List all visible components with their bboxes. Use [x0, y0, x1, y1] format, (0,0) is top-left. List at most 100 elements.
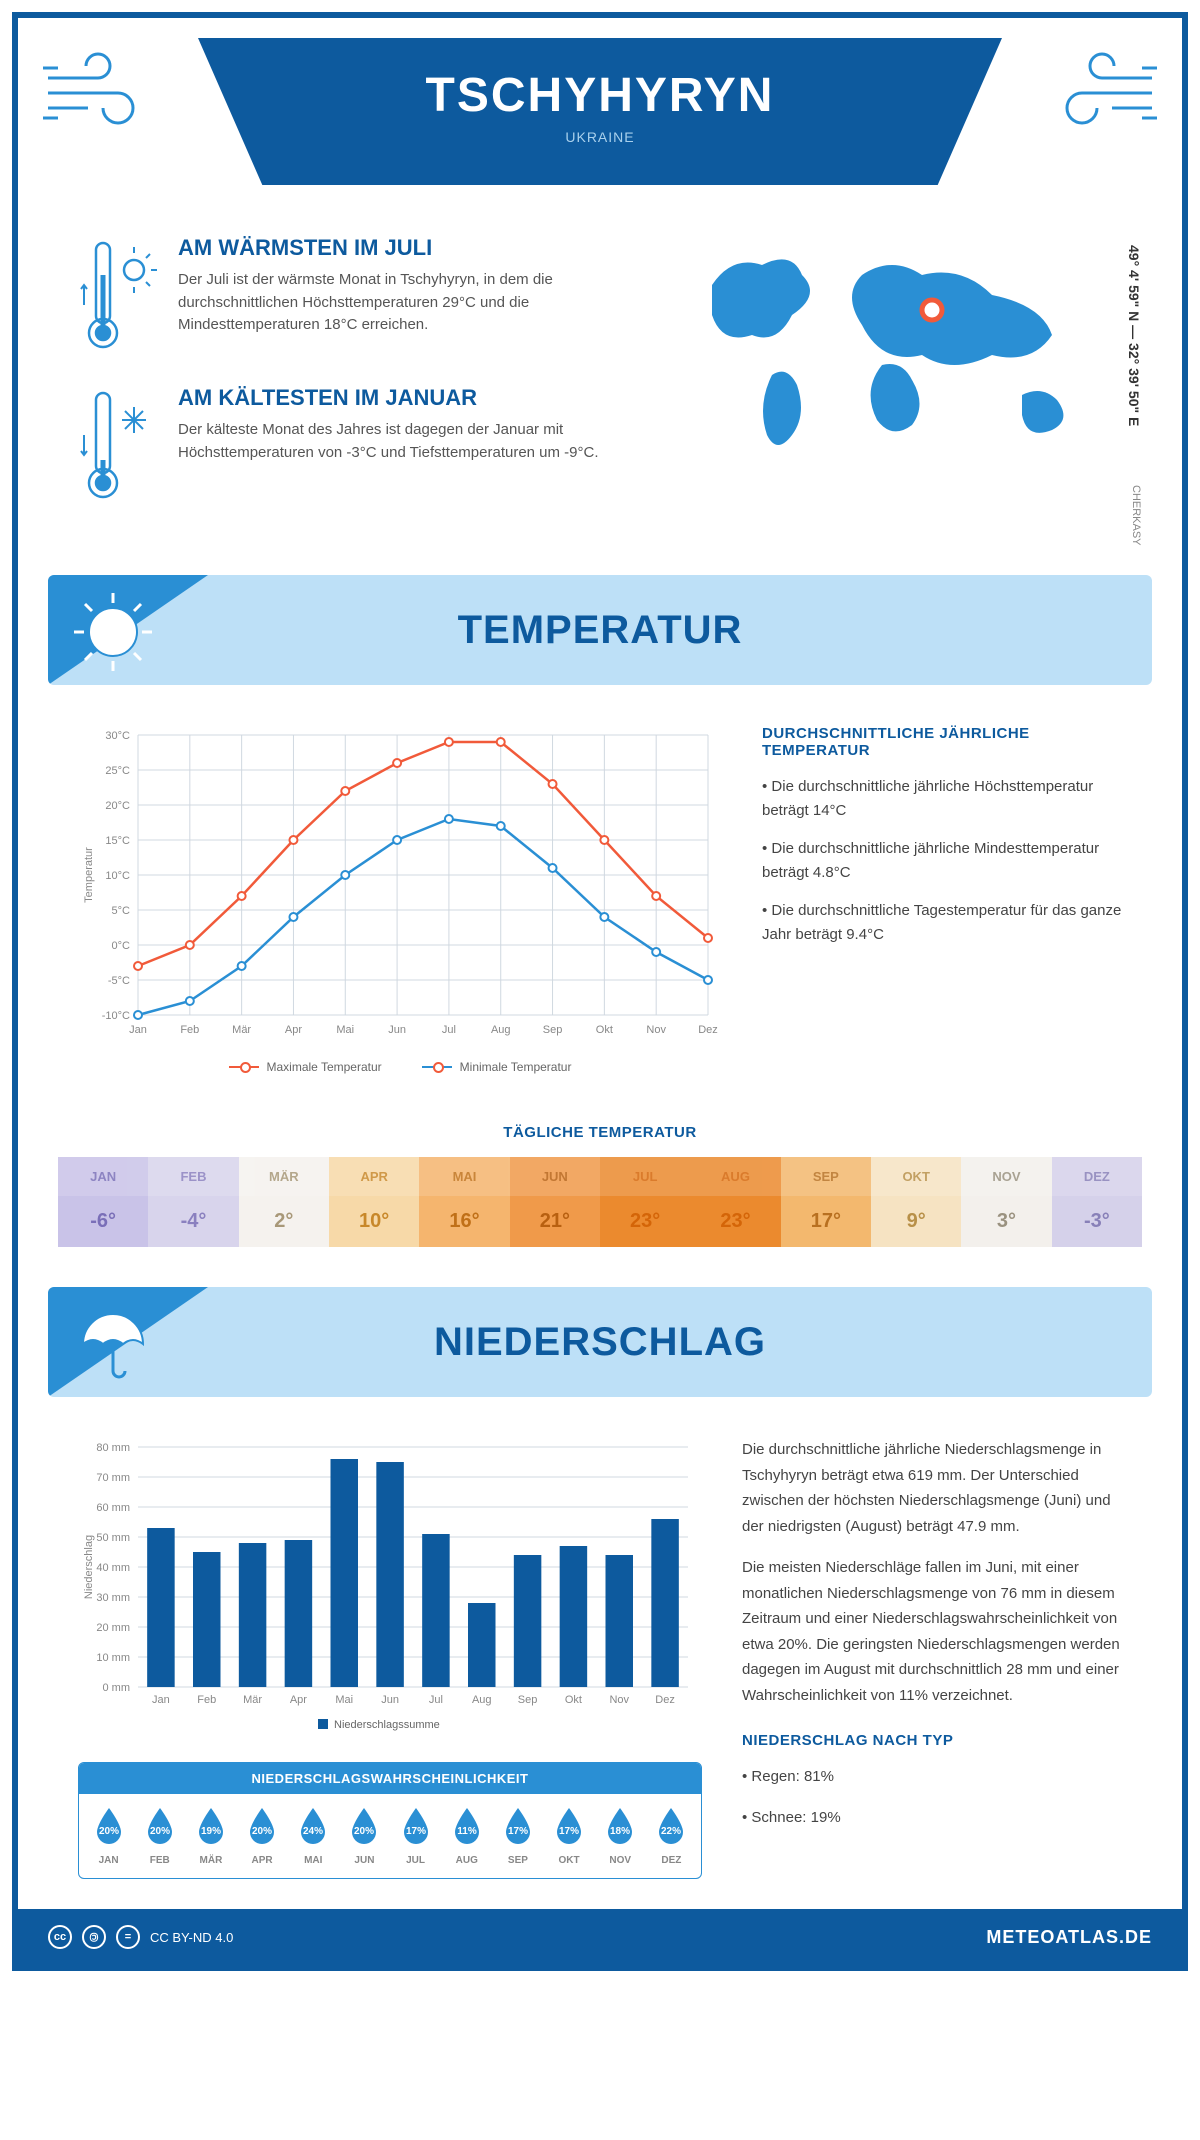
avg-temp-bullet3: • Die durchschnittliche Tagestemperatur …: [762, 899, 1122, 947]
svg-text:-10°C: -10°C: [102, 1010, 130, 1022]
svg-text:70 mm: 70 mm: [96, 1472, 130, 1484]
svg-text:Mai: Mai: [336, 1024, 354, 1036]
avg-temp-bullet1: • Die durchschnittliche jährliche Höchst…: [762, 775, 1122, 823]
avg-temp-bullet2: • Die durchschnittliche jährliche Mindes…: [762, 837, 1122, 885]
subtitle: UKRAINE: [238, 129, 962, 145]
svg-text:Okt: Okt: [565, 1694, 582, 1706]
svg-text:10 mm: 10 mm: [96, 1652, 130, 1664]
daily-value: 2°: [239, 1196, 329, 1247]
precip-rain: • Regen: 81%: [742, 1764, 1122, 1790]
precip-chart: 0 mm10 mm20 mm30 mm40 mm50 mm60 mm70 mm8…: [78, 1437, 698, 1737]
svg-text:15°C: 15°C: [105, 835, 130, 847]
svg-text:Jul: Jul: [429, 1694, 443, 1706]
precip-section-header: NIEDERSCHLAG: [48, 1287, 1152, 1397]
legend-min-label: Minimale Temperatur: [460, 1060, 572, 1074]
coldest-text: Der kälteste Monat des Jahres ist dagege…: [178, 419, 642, 464]
daily-value: -6°: [58, 1196, 148, 1247]
svg-text:Nov: Nov: [609, 1694, 629, 1706]
daily-month: AUG: [690, 1157, 780, 1196]
svg-text:Mai: Mai: [335, 1694, 353, 1706]
daily-value: 3°: [961, 1196, 1051, 1247]
svg-text:24%: 24%: [303, 1826, 323, 1837]
svg-text:Dez: Dez: [655, 1694, 675, 1706]
svg-text:-5°C: -5°C: [108, 975, 130, 987]
daily-month: OKT: [871, 1157, 961, 1196]
intro-section: AM WÄRMSTEN IM JULI Der Juli ist der wär…: [18, 205, 1182, 575]
svg-text:20%: 20%: [150, 1826, 170, 1837]
svg-text:Dez: Dez: [698, 1024, 718, 1036]
avg-temp-title: DURCHSCHNITTLICHE JÄHRLICHE TEMPERATUR: [762, 725, 1122, 759]
daily-month: MAI: [419, 1157, 509, 1196]
svg-text:Okt: Okt: [596, 1024, 613, 1036]
precip-bytype-title: NIEDERSCHLAG NACH TYP: [742, 1728, 1122, 1754]
daily-value: 9°: [871, 1196, 961, 1247]
daily-month: JUL: [600, 1157, 690, 1196]
svg-text:Temperatur: Temperatur: [83, 847, 95, 903]
cc-icon: cc: [48, 1925, 72, 1949]
thermometer-cold-icon: [78, 385, 158, 505]
svg-text:30 mm: 30 mm: [96, 1592, 130, 1604]
svg-text:Mär: Mär: [232, 1024, 251, 1036]
daily-month: SEP: [781, 1157, 871, 1196]
svg-text:17%: 17%: [559, 1826, 579, 1837]
daily-value: 21°: [510, 1196, 600, 1247]
precip-probability-box: NIEDERSCHLAGSWAHRSCHEINLICHKEIT 20% JAN …: [78, 1762, 702, 1879]
svg-text:0°C: 0°C: [112, 940, 131, 952]
prob-cell: 17% JUL: [390, 1806, 441, 1866]
wind-icon-right: [1022, 38, 1162, 138]
prob-cell: 19% MÄR: [185, 1806, 236, 1866]
svg-text:10°C: 10°C: [105, 870, 130, 882]
precip-snow: • Schnee: 19%: [742, 1805, 1122, 1831]
svg-text:Niederschlagssumme: Niederschlagssumme: [334, 1719, 440, 1731]
coldest-title: AM KÄLTESTEN IM JANUAR: [178, 385, 642, 411]
daily-value: 23°: [690, 1196, 780, 1247]
prob-cell: 17% SEP: [492, 1806, 543, 1866]
region-label: CHERKASY: [1130, 485, 1142, 546]
by-icon: 🄯: [82, 1925, 106, 1949]
svg-text:Nov: Nov: [646, 1024, 666, 1036]
daily-month: MÄR: [239, 1157, 329, 1196]
nd-icon: =: [116, 1925, 140, 1949]
svg-text:11%: 11%: [457, 1826, 477, 1837]
svg-text:0 mm: 0 mm: [103, 1682, 131, 1694]
temperature-section-header: TEMPERATUR: [48, 575, 1152, 685]
umbrella-icon: [68, 1299, 158, 1389]
daily-month: APR: [329, 1157, 419, 1196]
title-block: TSCHYHYRYN UKRAINE: [198, 38, 1002, 185]
svg-text:Niederschlag: Niederschlag: [83, 1535, 95, 1599]
svg-text:Aug: Aug: [491, 1024, 511, 1036]
prob-cell: 20% JUN: [339, 1806, 390, 1866]
svg-text:60 mm: 60 mm: [96, 1502, 130, 1514]
temperature-chart: -10°C-5°C0°C5°C10°C15°C20°C25°C30°CJanFe…: [78, 725, 718, 1045]
warmest-text: Der Juli ist der wärmste Monat in Tschyh…: [178, 269, 642, 337]
svg-text:5°C: 5°C: [112, 905, 131, 917]
footer: cc 🄯 = CC BY-ND 4.0 METEOATLAS.DE: [18, 1909, 1182, 1965]
prob-cell: 20% FEB: [134, 1806, 185, 1866]
legend-max-label: Maximale Temperatur: [267, 1060, 382, 1074]
svg-text:Mär: Mär: [243, 1694, 262, 1706]
daily-month: JAN: [58, 1157, 148, 1196]
svg-text:Jun: Jun: [388, 1024, 406, 1036]
svg-text:Sep: Sep: [543, 1024, 563, 1036]
svg-text:Feb: Feb: [180, 1024, 199, 1036]
svg-text:Jun: Jun: [381, 1694, 399, 1706]
daily-temp-title: TÄGLICHE TEMPERATUR: [18, 1124, 1182, 1141]
precip-title: NIEDERSCHLAG: [434, 1320, 766, 1365]
prob-title: NIEDERSCHLAGSWAHRSCHEINLICHKEIT: [79, 1763, 701, 1794]
prob-cell: 22% DEZ: [646, 1806, 697, 1866]
svg-text:Feb: Feb: [197, 1694, 216, 1706]
daily-month: FEB: [148, 1157, 238, 1196]
svg-text:Sep: Sep: [518, 1694, 538, 1706]
prob-cell: 17% OKT: [544, 1806, 595, 1866]
wind-icon-left: [38, 38, 178, 138]
daily-month: NOV: [961, 1157, 1051, 1196]
svg-text:20%: 20%: [252, 1826, 272, 1837]
svg-text:25°C: 25°C: [105, 765, 130, 777]
svg-text:40 mm: 40 mm: [96, 1562, 130, 1574]
precip-text2: Die meisten Niederschläge fallen im Juni…: [742, 1555, 1122, 1708]
svg-text:Apr: Apr: [290, 1694, 307, 1706]
daily-value: 16°: [419, 1196, 509, 1247]
svg-text:30°C: 30°C: [105, 730, 130, 742]
svg-text:Jan: Jan: [129, 1024, 147, 1036]
page-title: TSCHYHYRYN: [238, 68, 962, 123]
